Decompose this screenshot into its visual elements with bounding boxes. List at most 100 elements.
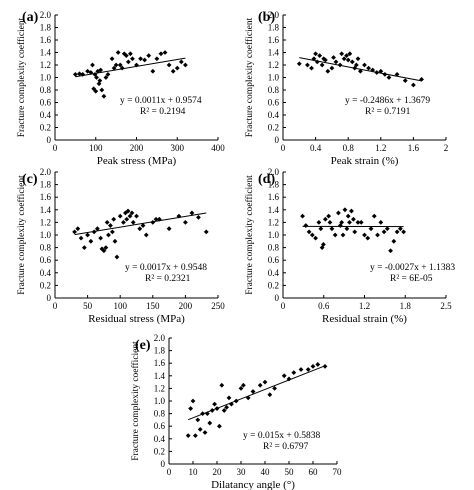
data-point	[318, 226, 324, 232]
data-point	[150, 220, 156, 225]
data-point	[158, 51, 164, 57]
data-point	[375, 232, 380, 238]
y-tick-label: 1.6	[40, 35, 52, 45]
y-tick-label: 0.4	[154, 434, 166, 444]
data-point	[355, 220, 361, 225]
trendline	[74, 212, 207, 236]
data-point	[178, 59, 184, 65]
data-point	[322, 216, 328, 222]
panel-label: (d)	[258, 172, 275, 187]
x-tick-label: 1.2	[359, 301, 370, 311]
data-point	[344, 226, 350, 232]
data-point	[224, 404, 229, 410]
data-point	[154, 56, 160, 62]
y-axis-title: Fracture complexity coefficient	[130, 341, 141, 461]
y-tick-label: 0.2	[268, 123, 279, 133]
data-point	[134, 62, 139, 68]
data-point	[138, 56, 143, 62]
data-point	[267, 392, 273, 398]
data-point	[381, 229, 387, 235]
y-tick-label: 0	[47, 135, 52, 145]
data-point	[72, 71, 78, 77]
y-tick-label: 1.8	[154, 346, 166, 356]
data-point	[358, 68, 363, 74]
data-point	[88, 70, 94, 75]
data-point	[336, 210, 341, 216]
y-tick-label: 0.2	[154, 446, 165, 456]
data-point	[313, 235, 318, 241]
data-point	[325, 68, 331, 74]
y-tick-label: 1.4	[40, 205, 52, 215]
data-point	[386, 75, 392, 80]
data-point	[257, 382, 263, 388]
data-point	[303, 223, 309, 228]
data-point	[319, 245, 325, 250]
data-point	[298, 367, 304, 372]
y-axis-title: Fracture complexity coefficient	[16, 17, 27, 137]
data-point	[341, 56, 347, 62]
data-point	[197, 426, 203, 432]
data-point	[340, 232, 346, 238]
data-point	[351, 216, 356, 222]
data-point	[190, 398, 196, 404]
data-point	[300, 213, 305, 219]
data-point	[217, 423, 222, 429]
data-point	[327, 220, 333, 225]
data-point	[366, 65, 371, 71]
x-tick-label: 100	[113, 301, 127, 311]
data-point	[119, 65, 125, 71]
data-point	[137, 226, 143, 232]
data-point	[188, 406, 193, 411]
data-point	[112, 238, 118, 244]
data-point	[109, 229, 115, 235]
y-tick-label: 1.6	[268, 35, 280, 45]
y-tick-label: 1.2	[40, 217, 51, 227]
data-point	[183, 62, 188, 68]
data-point	[319, 62, 325, 68]
data-point	[146, 53, 152, 59]
y-tick-label: 2.0	[268, 167, 280, 177]
data-point	[326, 213, 332, 219]
r-squared: R² = 0.2321	[145, 274, 191, 284]
data-point	[365, 235, 371, 241]
y-tick-label: 2.0	[154, 333, 166, 343]
y-tick-label: 0.8	[268, 243, 280, 253]
data-point	[142, 57, 148, 63]
data-point	[121, 220, 126, 225]
data-point	[106, 232, 111, 238]
data-point	[262, 379, 268, 385]
data-point	[109, 56, 115, 62]
data-point	[101, 248, 107, 254]
y-tick-label: 1.8	[40, 180, 52, 190]
data-point	[397, 226, 403, 232]
data-point	[153, 216, 159, 222]
data-point	[207, 420, 213, 426]
data-point	[374, 70, 380, 75]
trend-equation: y = 0.0011x + 0.9574	[120, 96, 202, 106]
y-tick-label: 1.0	[268, 73, 280, 83]
x-tick-label: 250	[211, 301, 225, 311]
x-tick-label: 0	[167, 467, 172, 477]
data-point	[125, 208, 131, 214]
y-tick-label: 1.0	[154, 396, 166, 406]
data-point	[185, 433, 191, 439]
data-point	[209, 408, 215, 413]
y-tick-label: 0.4	[268, 110, 280, 120]
data-point	[150, 68, 156, 74]
y-tick-label: 0.4	[40, 110, 52, 120]
data-point	[378, 68, 384, 74]
trendline	[188, 365, 326, 421]
data-point	[214, 406, 220, 411]
trendline	[75, 57, 186, 78]
trend-equation: y = -0.2486x + 1.3679	[345, 96, 430, 106]
data-point	[125, 59, 131, 65]
x-axis-title: Peak stress (MPa)	[97, 155, 177, 167]
data-point	[309, 232, 315, 238]
data-point	[229, 401, 234, 407]
data-point	[322, 363, 328, 369]
y-tick-label: 1.4	[268, 48, 280, 58]
chart-panel-1: 00.20.40.60.81.01.21.41.61.82.00 100 200 30…	[16, 10, 225, 167]
x-tick-label: 200	[130, 143, 144, 153]
x-tick-label: 1.6	[408, 143, 420, 153]
